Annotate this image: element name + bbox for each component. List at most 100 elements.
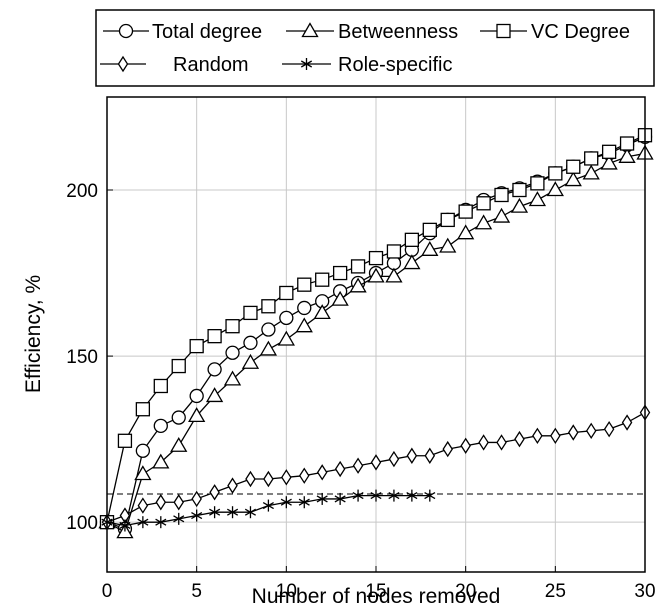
point-betweenness bbox=[385, 267, 403, 283]
point-vc-degree bbox=[225, 319, 240, 334]
point-role-specific bbox=[334, 492, 346, 505]
point-random bbox=[388, 450, 400, 468]
x-tick-label: 0 bbox=[102, 581, 113, 602]
point-role-specific bbox=[173, 512, 185, 525]
point-random bbox=[281, 469, 292, 486]
x-tick-label: 25 bbox=[545, 581, 566, 602]
point-betweenness bbox=[170, 436, 188, 452]
asterisk-stroke bbox=[406, 492, 418, 500]
asterisk-stroke bbox=[244, 508, 257, 516]
point-betweenness bbox=[600, 154, 618, 170]
point-vc-degree bbox=[153, 378, 168, 394]
legend-sample-random bbox=[100, 55, 146, 73]
asterisk-stroke bbox=[352, 492, 364, 500]
point-role-specific bbox=[352, 489, 364, 502]
point-betweenness bbox=[510, 197, 529, 213]
point-vc-degree bbox=[458, 204, 473, 219]
point-total-degree bbox=[297, 300, 312, 316]
point-random bbox=[370, 454, 382, 471]
point-betweenness bbox=[241, 353, 260, 369]
point-vc-degree bbox=[494, 187, 509, 203]
point-vc-degree bbox=[279, 285, 294, 301]
legend-marker bbox=[496, 23, 511, 39]
point-random bbox=[406, 447, 418, 464]
x-axis-title: Number of nodes removed bbox=[252, 585, 501, 608]
point-vc-degree bbox=[548, 166, 563, 181]
point-betweenness bbox=[564, 171, 582, 187]
point-betweenness bbox=[205, 387, 224, 403]
point-vc-degree bbox=[368, 250, 384, 266]
point-vc-degree bbox=[171, 358, 186, 374]
x-tick-label: 10 bbox=[276, 581, 297, 602]
point-total-degree bbox=[153, 418, 168, 433]
legend-marker bbox=[117, 55, 129, 73]
point-random bbox=[245, 470, 256, 488]
y-tick-label: 150 bbox=[66, 347, 98, 368]
asterisk-stroke bbox=[209, 508, 221, 516]
point-random bbox=[532, 427, 543, 445]
point-betweenness bbox=[492, 207, 511, 223]
point-role-specific bbox=[137, 516, 149, 529]
point-role-specific bbox=[226, 506, 239, 519]
asterisk-stroke bbox=[300, 60, 313, 68]
point-total-degree bbox=[243, 335, 258, 350]
point-role-specific bbox=[262, 499, 274, 512]
point-role-specific bbox=[191, 509, 203, 522]
asterisk-stroke bbox=[119, 521, 131, 530]
point-random bbox=[316, 464, 328, 481]
legend-sample-betweenness bbox=[286, 22, 334, 38]
asterisk-stroke bbox=[226, 508, 239, 516]
point-random bbox=[334, 460, 346, 478]
point-vc-degree bbox=[619, 136, 635, 151]
legend-label-vc-degree: VC Degree bbox=[531, 21, 630, 43]
point-role-specific bbox=[280, 496, 292, 509]
point-vc-degree bbox=[135, 402, 151, 417]
point-role-specific bbox=[119, 519, 131, 532]
point-random bbox=[173, 494, 185, 511]
x-tick-label: 5 bbox=[191, 581, 202, 602]
point-betweenness bbox=[295, 317, 313, 333]
legend-marker bbox=[118, 23, 134, 39]
point-vc-degree bbox=[386, 244, 402, 259]
point-random bbox=[137, 497, 149, 514]
legend-label-role-specific: Role-specific bbox=[338, 54, 452, 76]
point-random bbox=[496, 434, 507, 451]
point-vc-degree bbox=[584, 151, 599, 166]
point-random bbox=[209, 484, 220, 501]
y-axis-title: Efficiency, % bbox=[22, 275, 45, 393]
point-betweenness bbox=[439, 237, 457, 253]
y-tick-label: 200 bbox=[66, 181, 98, 202]
point-role-specific bbox=[424, 489, 436, 502]
point-vc-degree bbox=[243, 305, 258, 321]
point-betweenness bbox=[152, 453, 170, 469]
legend-marker bbox=[301, 22, 319, 38]
point-vc-degree bbox=[422, 222, 437, 238]
point-vc-degree bbox=[440, 212, 455, 228]
asterisk-stroke bbox=[424, 492, 436, 500]
point-role-specific bbox=[406, 489, 418, 502]
point-role-specific bbox=[316, 492, 328, 505]
point-betweenness bbox=[188, 407, 206, 423]
point-vc-degree bbox=[315, 272, 330, 287]
point-betweenness bbox=[259, 340, 278, 356]
asterisk-stroke bbox=[173, 515, 185, 523]
ticks: 0 5 10 15 20 25 30 100 150 200 bbox=[66, 181, 655, 602]
point-betweenness bbox=[367, 267, 385, 283]
point-vc-degree bbox=[297, 277, 312, 292]
point-betweenness bbox=[134, 465, 152, 481]
point-vc-degree bbox=[476, 196, 491, 211]
asterisk-stroke bbox=[298, 498, 310, 506]
point-random bbox=[603, 420, 615, 438]
point-random bbox=[263, 470, 274, 488]
legend-entries bbox=[100, 22, 527, 73]
asterisk-stroke bbox=[191, 511, 203, 520]
point-betweenness bbox=[474, 214, 493, 230]
asterisk-stroke bbox=[280, 498, 292, 506]
asterisk-stroke bbox=[370, 492, 382, 500]
point-random bbox=[155, 494, 167, 511]
series-betweenness bbox=[98, 144, 654, 539]
series-vc-degree bbox=[99, 128, 653, 530]
point-vc-degree bbox=[350, 259, 366, 274]
point-random bbox=[585, 422, 597, 440]
